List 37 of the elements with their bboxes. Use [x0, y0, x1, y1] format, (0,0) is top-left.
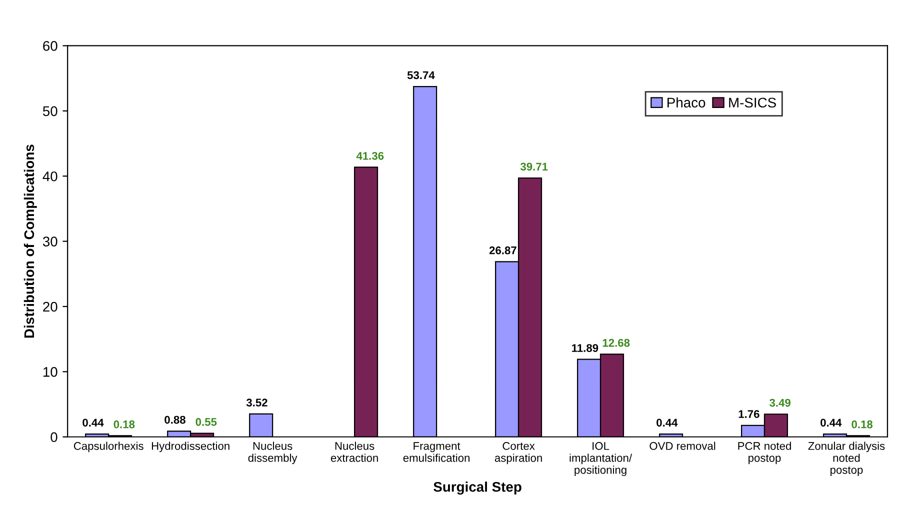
data-label: 39.71: [520, 162, 548, 171]
y-tick-label: 0: [50, 432, 58, 442]
y-tick-label: 40: [42, 171, 58, 182]
data-label: 0.44: [82, 418, 104, 427]
data-label: 0.44: [656, 418, 678, 427]
data-label: 53.74: [407, 71, 435, 80]
x-tick-label: Nucleus extraction: [330, 442, 378, 462]
x-tick-label: Cortex aspiration: [494, 442, 542, 464]
data-label: 41.36: [356, 152, 384, 160]
x-tick-label: IOL implantation/ positioning: [570, 442, 632, 476]
y-tick-label: 10: [43, 367, 58, 377]
data-label: 0.18: [852, 420, 873, 428]
y-tick-label: 60: [43, 41, 58, 51]
legend-label: M-SICS: [729, 98, 776, 108]
y-tick-label: 30: [42, 236, 58, 246]
legend-label: Phaco: [668, 97, 706, 108]
data-label: 3.52: [246, 398, 268, 407]
x-tick-label: OVD removal: [650, 442, 716, 450]
y-tick-label: 20: [43, 302, 58, 312]
x-axis-title: Surgical Step: [434, 482, 522, 495]
data-label: 26.87: [489, 246, 516, 254]
data-label: 3.49: [770, 398, 790, 407]
x-tick-label: Zonular dialysis noted postop: [808, 442, 885, 476]
x-tick-label: PCR noted postop: [738, 442, 791, 464]
y-tick-label: 50: [42, 106, 58, 116]
data-label: 11.89: [572, 344, 598, 352]
data-label: 0.44: [820, 418, 842, 427]
x-tick-label: Fragment emulsification: [403, 442, 470, 462]
data-label: 0.55: [196, 418, 217, 426]
y-axis-title: Distribution of Complications: [24, 144, 37, 338]
data-label: 0.88: [164, 416, 186, 424]
data-label: 0.18: [114, 420, 135, 428]
data-label: 1.76: [738, 410, 760, 418]
x-tick-label: Hydrodissection: [152, 442, 230, 452]
data-label: 12.68: [602, 338, 630, 347]
x-tick-label: Capsulorhexis: [74, 442, 144, 452]
x-tick-label: Nucleus dissembly: [248, 442, 298, 464]
